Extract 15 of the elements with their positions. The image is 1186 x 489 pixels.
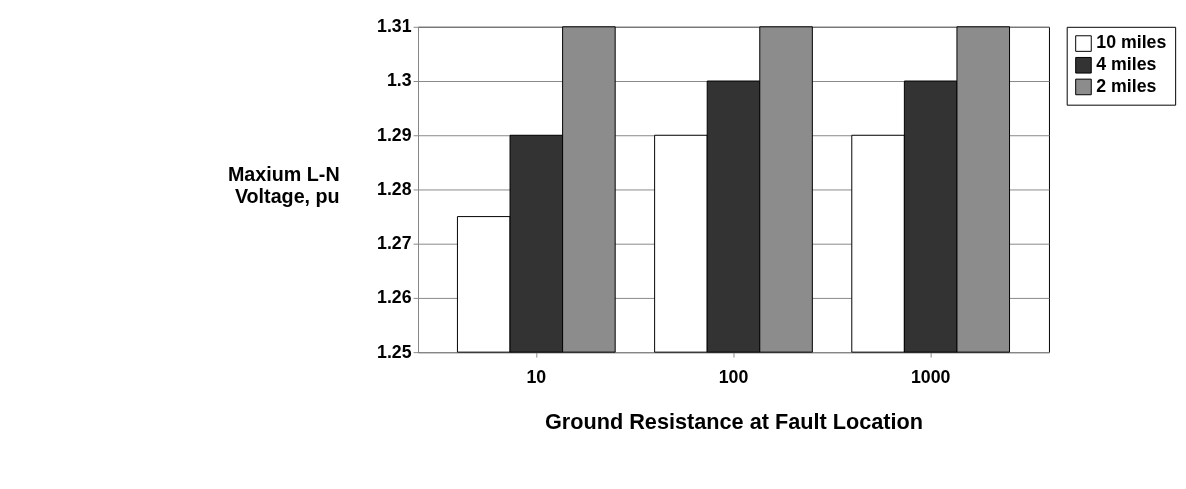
legend-label: 2 miles — [1096, 75, 1157, 96]
y-tick-label: 1.25 — [377, 341, 412, 362]
y-tick-label: 1.26 — [377, 287, 412, 308]
y-tick-label: 1.29 — [377, 124, 412, 145]
y-tick-label: 1.3 — [386, 70, 412, 91]
legend-label: 4 miles — [1096, 54, 1157, 75]
y-axis-title: Maxium L-N Voltage, pu — [227, 163, 340, 207]
x-axis-title: Ground Resistance at Fault Location — [544, 408, 924, 434]
y-tick-label: 1.27 — [377, 233, 412, 254]
x-tick-label: 1000 — [910, 367, 951, 388]
legend-label: 10 miles — [1096, 32, 1167, 53]
x-tick-label: 100 — [718, 367, 749, 388]
y-tick-label: 1.28 — [377, 178, 412, 199]
x-tick-label: 10 — [526, 367, 547, 388]
y-tick-label: 1.31 — [377, 16, 412, 37]
